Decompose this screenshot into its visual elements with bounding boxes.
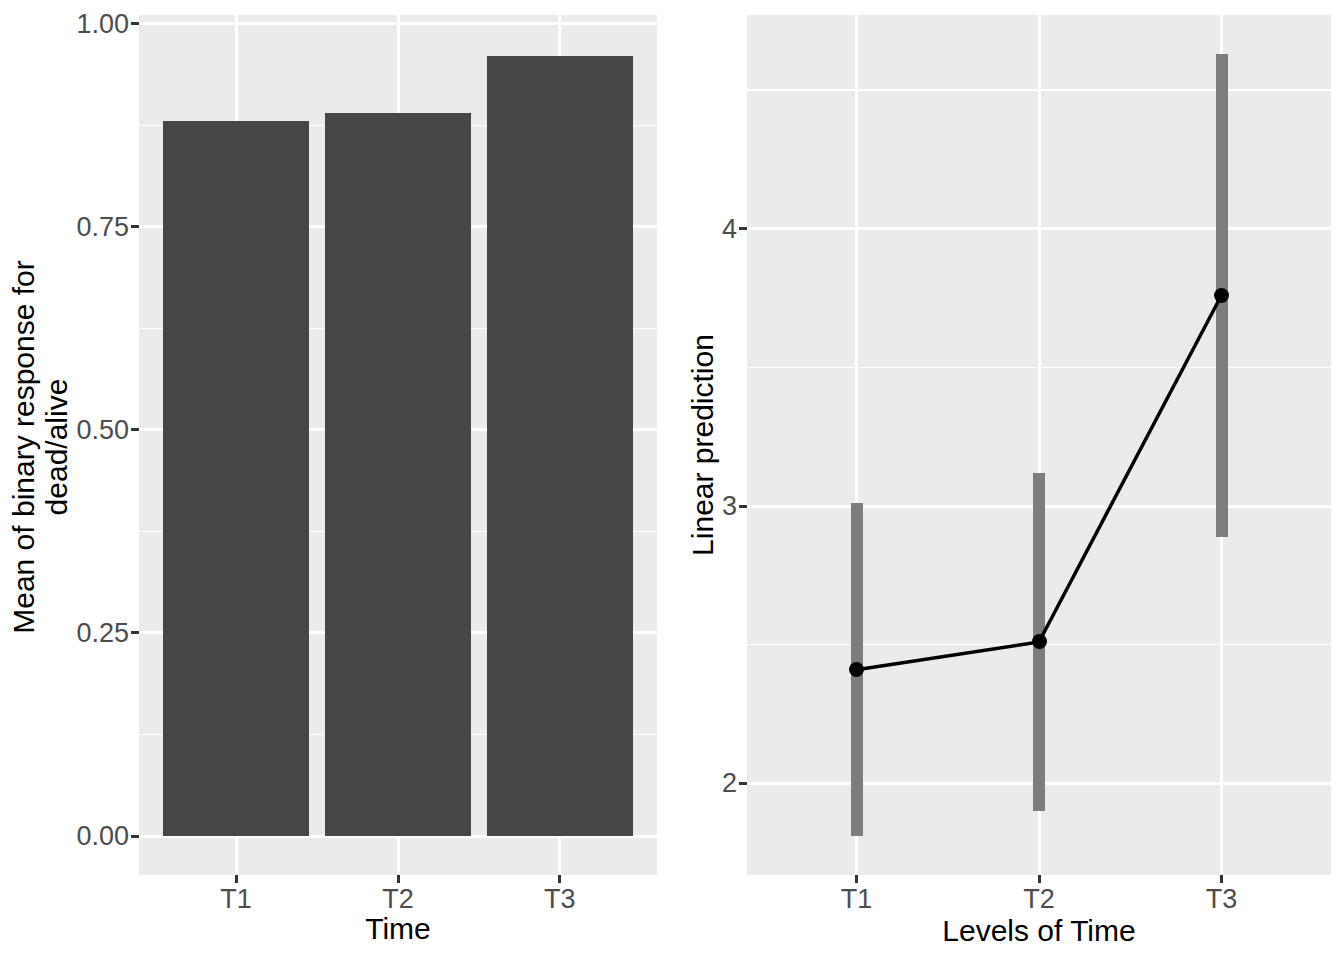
left-x-axis-title: Time bbox=[365, 912, 431, 945]
x-tick-mark bbox=[1220, 875, 1223, 883]
right-y-axis-title: Linear prediction bbox=[686, 334, 719, 556]
point-t3 bbox=[1214, 288, 1229, 303]
x-tick-mark bbox=[1038, 875, 1041, 883]
x-tick-label-t3: T3 bbox=[1162, 886, 1282, 913]
y-tick-mark bbox=[739, 505, 747, 508]
x-tick-label-t2: T2 bbox=[979, 886, 1099, 913]
figure: 0.000.250.500.751.00T1T2T3 234T1T2T3 Mea… bbox=[0, 0, 1344, 960]
y-tick-label-4: 4 bbox=[587, 216, 737, 243]
left-y-axis-title: Mean of binary response for dead/alive bbox=[7, 260, 73, 634]
y-tick-label-2: 2 bbox=[587, 770, 737, 797]
y-tick-mark bbox=[739, 227, 747, 230]
x-tick-mark bbox=[855, 875, 858, 883]
right-x-axis-title: Levels of Time bbox=[942, 914, 1135, 947]
x-tick-label-t1: T1 bbox=[797, 886, 917, 913]
point-t2 bbox=[1032, 634, 1047, 649]
right-pointrange-chart: 234T1T2T3 bbox=[0, 0, 1344, 960]
y-tick-mark bbox=[739, 782, 747, 785]
